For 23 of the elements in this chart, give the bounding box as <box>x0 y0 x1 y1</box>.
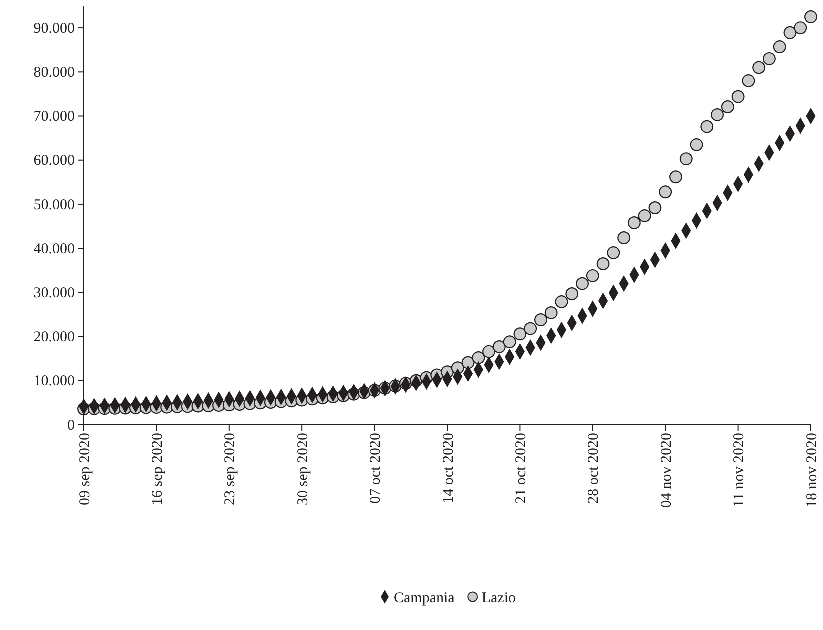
x-tick-label: 11 nov 2020 <box>732 433 748 508</box>
x-tick-label: 14 oct 2020 <box>440 433 457 504</box>
y-tick-label: 20.000 <box>34 330 75 346</box>
x-tick-label: 21 oct 2020 <box>513 433 530 504</box>
y-tick-label: 50.000 <box>34 197 75 214</box>
x-tick-label: 30 sep 2020 <box>295 433 312 506</box>
x-tick-label: 23 sep 2020 <box>222 433 239 506</box>
x-tick-label: 18 nov 2020 <box>804 433 820 508</box>
legend-label: Campania <box>394 590 456 606</box>
x-tick-label: 09 sep 2020 <box>77 433 94 506</box>
x-tick-label: 28 oct 2020 <box>586 433 602 504</box>
y-tick-label: 30.000 <box>34 285 75 302</box>
y-tick-label: 90.000 <box>34 20 75 37</box>
x-tick-label: 07 oct 2020 <box>368 433 384 504</box>
y-tick-label: 40.000 <box>34 241 75 258</box>
y-tick-label: 70.000 <box>34 109 75 126</box>
legend-label: Lazio <box>482 590 516 606</box>
y-tick-label: 60.000 <box>34 153 75 170</box>
y-tick-label: 10.000 <box>34 374 75 390</box>
x-tick-label: 04 nov 2020 <box>658 433 675 508</box>
y-tick-label: 0 <box>68 418 75 434</box>
y-tick-label: 80.000 <box>34 64 75 81</box>
x-tick-label: 16 sep 2020 <box>150 433 166 506</box>
